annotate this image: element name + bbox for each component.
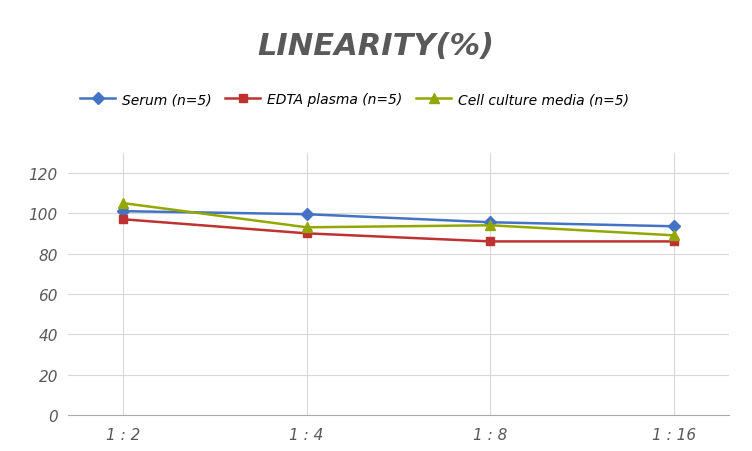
Cell culture media (n=5) (670, 233, 679, 239)
Text: LINEARITY(%): LINEARITY(%) (257, 32, 495, 60)
Cell culture media (n=5) (302, 225, 311, 230)
Cell culture media (n=5) (118, 201, 127, 207)
EDTA plasma (n=5) (486, 239, 495, 244)
EDTA plasma (n=5) (302, 231, 311, 236)
Serum (n=5) (302, 212, 311, 217)
Serum (n=5) (118, 209, 127, 214)
Serum (n=5) (486, 220, 495, 226)
Serum (n=5) (670, 224, 679, 230)
Line: Serum (n=5): Serum (n=5) (119, 207, 678, 231)
Cell culture media (n=5) (486, 223, 495, 229)
Line: Cell culture media (n=5): Cell culture media (n=5) (118, 199, 679, 241)
Line: EDTA plasma (n=5): EDTA plasma (n=5) (119, 216, 678, 246)
EDTA plasma (n=5) (670, 239, 679, 244)
Legend: Serum (n=5), EDTA plasma (n=5), Cell culture media (n=5): Serum (n=5), EDTA plasma (n=5), Cell cul… (74, 87, 635, 112)
EDTA plasma (n=5) (118, 217, 127, 222)
